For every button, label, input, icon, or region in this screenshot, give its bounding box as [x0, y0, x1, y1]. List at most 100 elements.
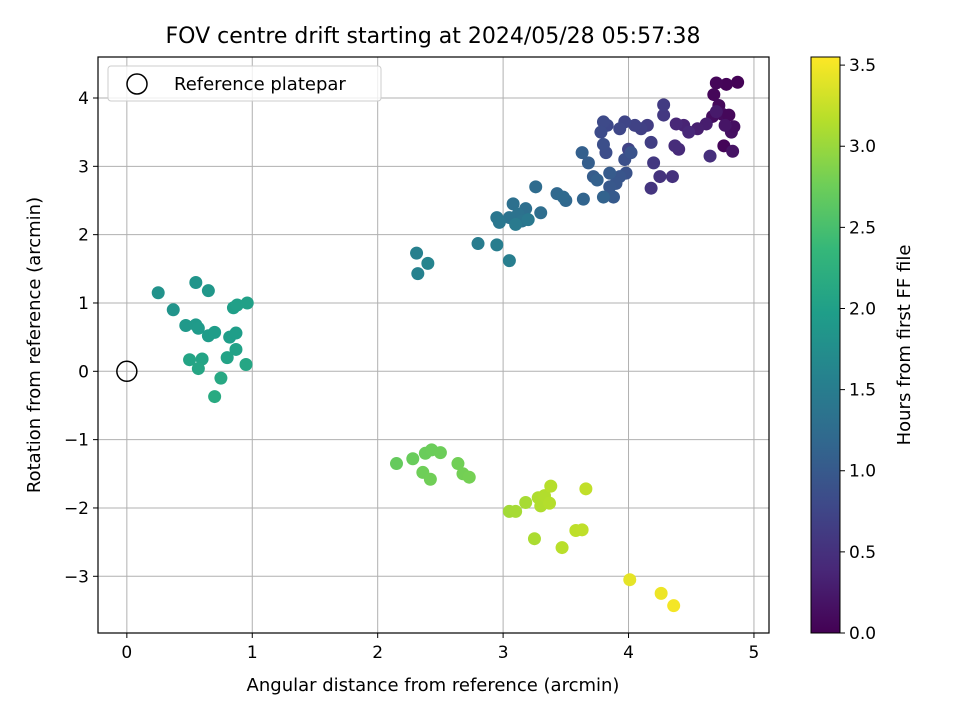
- data-point: [166, 303, 180, 317]
- data-point: [707, 88, 721, 102]
- x-tick-label: 4: [623, 643, 634, 663]
- data-point: [722, 108, 736, 122]
- data-point: [179, 319, 193, 333]
- colorbar-tick-label: 1.0: [849, 462, 876, 482]
- data-point: [603, 166, 617, 180]
- plot-frame: [97, 56, 770, 634]
- data-point: [240, 296, 254, 310]
- data-point: [230, 298, 244, 312]
- data-point: [575, 523, 589, 537]
- data-point: [623, 573, 637, 587]
- data-point: [471, 237, 485, 251]
- data-point: [214, 371, 228, 385]
- data-point: [490, 238, 504, 252]
- data-point: [519, 495, 533, 509]
- x-tick-label: 2: [372, 643, 383, 663]
- data-point: [628, 118, 642, 132]
- chart-title: FOV centre drift starting at 2024/05/28 …: [166, 24, 701, 49]
- legend: Reference platepar: [107, 65, 382, 102]
- data-point: [647, 156, 661, 170]
- reference-platepar-marker: [116, 360, 138, 383]
- data-points: [151, 75, 745, 613]
- data-point: [709, 105, 723, 119]
- data-point: [590, 173, 604, 187]
- data-point: [556, 190, 570, 204]
- colorbar-tick-label: 0.5: [849, 543, 876, 563]
- data-point: [703, 149, 717, 163]
- data-point: [594, 125, 608, 139]
- data-point: [183, 353, 197, 367]
- data-point: [682, 125, 696, 139]
- data-point: [201, 284, 215, 298]
- data-point: [239, 357, 253, 371]
- y-tick-label: −1: [64, 431, 89, 451]
- colorbar-tick-label: 1.5: [849, 381, 876, 401]
- data-point: [644, 181, 658, 195]
- data-point: [410, 246, 424, 260]
- data-point: [555, 541, 569, 555]
- data-point: [668, 139, 682, 153]
- data-point: [665, 170, 679, 184]
- data-point: [509, 504, 523, 518]
- y-tick-label: 2: [78, 226, 89, 246]
- data-point: [596, 115, 610, 129]
- data-point: [521, 213, 535, 227]
- data-point: [669, 117, 683, 131]
- data-point: [421, 256, 435, 270]
- data-point: [423, 472, 437, 486]
- data-point: [229, 326, 243, 340]
- colorbar-tick-label: 0.0: [849, 624, 876, 644]
- data-point: [220, 351, 234, 365]
- data-point: [529, 180, 543, 194]
- data-point: [229, 342, 243, 356]
- y-tick-label: −2: [64, 499, 89, 519]
- colorbar: [810, 56, 841, 634]
- data-point: [718, 118, 732, 132]
- y-axis-ticks: −3 −2 −1 0 1 2 3 4: [64, 89, 98, 587]
- data-point: [189, 275, 203, 289]
- x-axis-ticks: 0 1 2 3 4 5: [121, 633, 759, 663]
- colorbar-tick-label: 2.0: [849, 299, 876, 319]
- colorbar-tick-label: 3.0: [849, 137, 876, 157]
- y-tick-label: 3: [78, 157, 89, 177]
- x-tick-label: 0: [121, 643, 132, 663]
- data-point: [613, 122, 627, 136]
- data-point: [624, 146, 638, 160]
- data-point: [575, 146, 589, 160]
- data-point: [534, 206, 548, 220]
- data-point: [208, 390, 222, 404]
- data-point: [191, 362, 205, 376]
- legend-reference-marker: [126, 73, 148, 95]
- colorbar-label: Hours from first FF file: [894, 245, 915, 446]
- data-point: [606, 190, 620, 204]
- data-point: [208, 325, 222, 339]
- data-point: [726, 144, 740, 158]
- data-point: [451, 457, 465, 471]
- data-point: [502, 254, 516, 268]
- data-point: [576, 192, 590, 206]
- data-point: [390, 457, 404, 471]
- data-point: [653, 170, 667, 184]
- y-tick-label: −3: [64, 567, 89, 587]
- colorbar-tick-label: 2.5: [849, 218, 876, 238]
- data-point: [731, 75, 745, 89]
- data-point: [581, 156, 595, 170]
- colorbar-tick-label: 3.5: [849, 56, 876, 76]
- reference-marker-layer: [116, 360, 138, 383]
- data-point: [654, 586, 668, 600]
- data-point: [667, 599, 681, 613]
- data-point: [596, 137, 610, 151]
- y-tick-label: 4: [78, 89, 89, 109]
- data-point: [709, 76, 723, 90]
- colorbar-ticks: 0.0 0.5 1.0 1.5 2.0 2.5 3.0 3.5: [840, 56, 876, 644]
- x-tick-label: 5: [749, 643, 760, 663]
- x-tick-label: 3: [498, 643, 509, 663]
- x-axis-label: Angular distance from reference (arcmin): [247, 675, 620, 696]
- data-point: [657, 108, 671, 122]
- data-point: [411, 267, 425, 281]
- data-point: [492, 215, 506, 229]
- legend-box: [107, 65, 382, 102]
- data-point: [603, 180, 617, 194]
- grid: [98, 57, 769, 633]
